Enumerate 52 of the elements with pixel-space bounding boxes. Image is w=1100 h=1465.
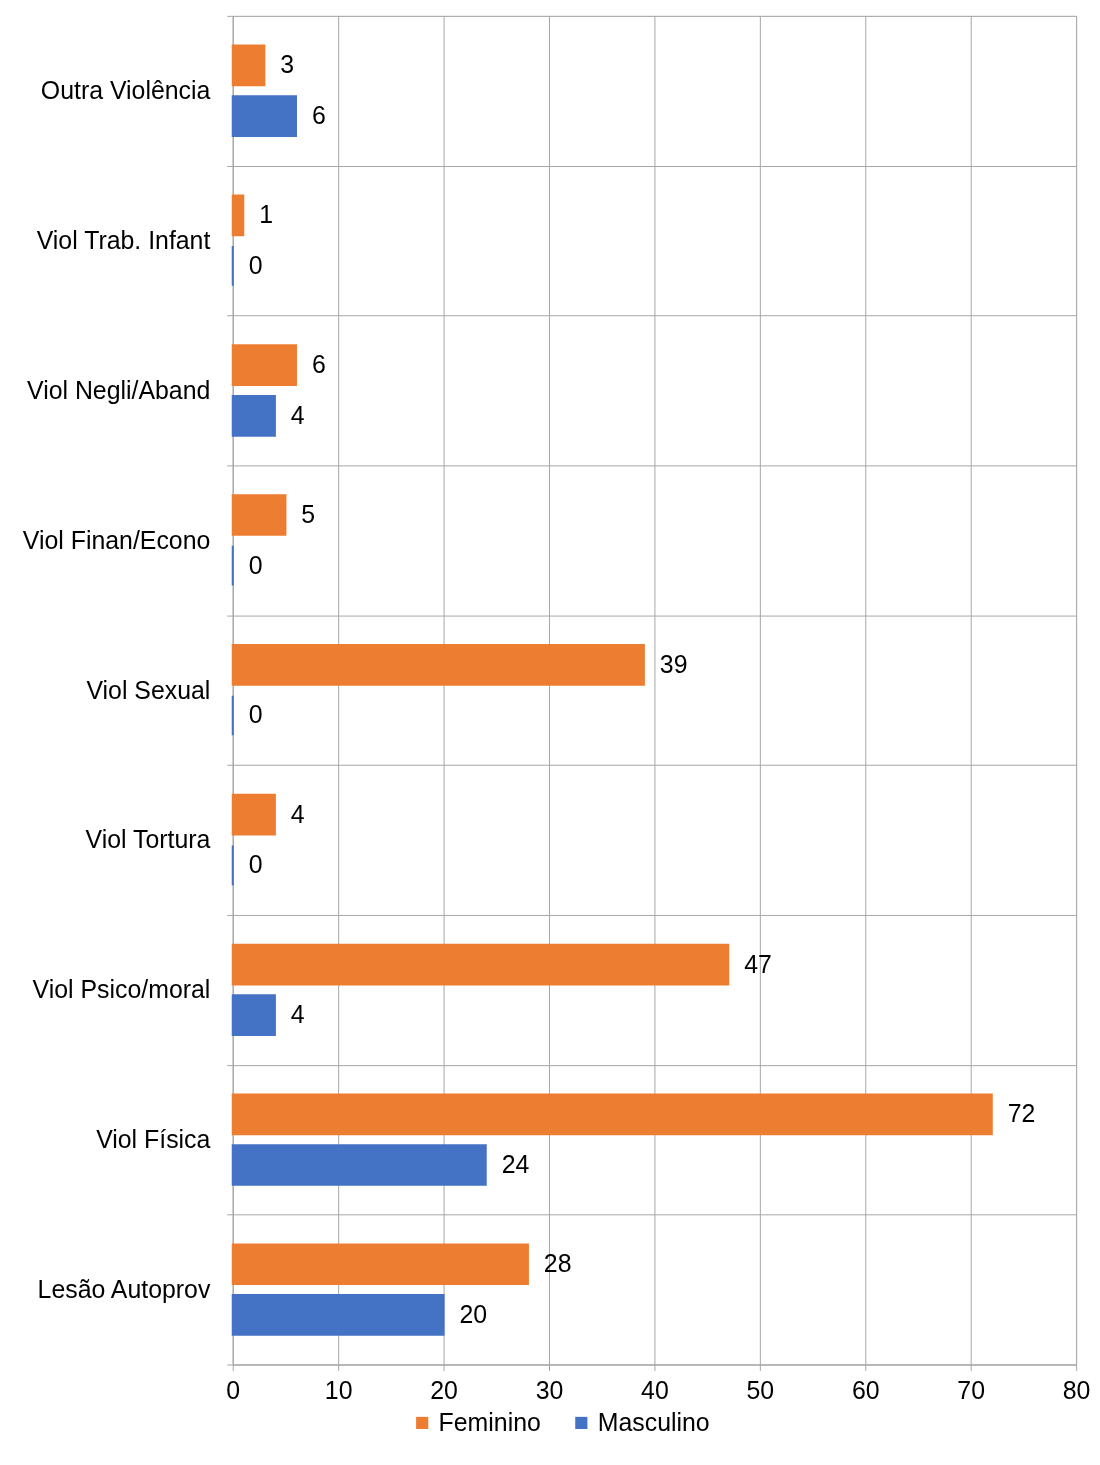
y-tick-label: Viol Física [96,1125,211,1154]
bar [231,1144,487,1186]
data-label: 0 [248,700,263,729]
bar [231,1093,993,1136]
bar [231,194,245,237]
bar [231,44,266,87]
bar [231,644,645,686]
x-tick-label: 10 [324,1375,353,1404]
legend-label: Feminino [438,1407,541,1436]
bar [231,994,276,1037]
bar [231,943,730,986]
y-tick-label: Viol Negli/Aband [26,375,211,404]
y-tick-label: Viol Finan/Econo [22,525,211,554]
data-label: 5 [301,499,316,528]
x-tick-label: 40 [641,1375,669,1404]
bar [231,344,297,387]
data-label: 4 [290,799,305,828]
x-tick-label: 70 [957,1375,986,1404]
bar [231,1294,445,1336]
y-tick-label: Viol Tortura [85,825,211,854]
y-tick-label: Viol Sexual [86,675,211,704]
bar [231,95,297,137]
data-label: 4 [290,400,305,429]
y-tick-label: Lesão Autoprov [37,1275,211,1304]
x-tick-label: 60 [851,1375,880,1404]
data-label: 28 [543,1249,572,1278]
data-label: 72 [1007,1099,1036,1128]
x-tick-label: 80 [1062,1375,1091,1404]
x-tick-label: 50 [746,1375,775,1404]
data-label: 6 [311,350,326,379]
bar [231,1243,529,1286]
data-label: 1 [259,200,274,229]
bar [231,494,287,536]
data-label: 0 [248,850,263,879]
bar [231,793,276,836]
data-label: 6 [311,101,326,130]
x-tick-label: 20 [430,1375,458,1404]
data-label: 3 [280,50,295,79]
bar [231,394,276,437]
data-label: 4 [290,1000,305,1029]
data-label: 24 [501,1149,530,1178]
y-tick-label: Viol Trab. Infant [36,226,211,255]
y-tick-label: Outra Violência [40,76,211,105]
data-label: 20 [459,1299,488,1328]
y-tick-label: Viol Psico/moral [32,975,211,1004]
legend-label: Masculino [597,1407,710,1436]
x-tick-label: 0 [226,1375,241,1404]
data-label: 47 [744,949,772,978]
x-tick-label: 30 [535,1375,564,1404]
data-label: 0 [248,250,263,279]
data-label: 39 [659,649,688,678]
data-label: 0 [248,550,263,579]
